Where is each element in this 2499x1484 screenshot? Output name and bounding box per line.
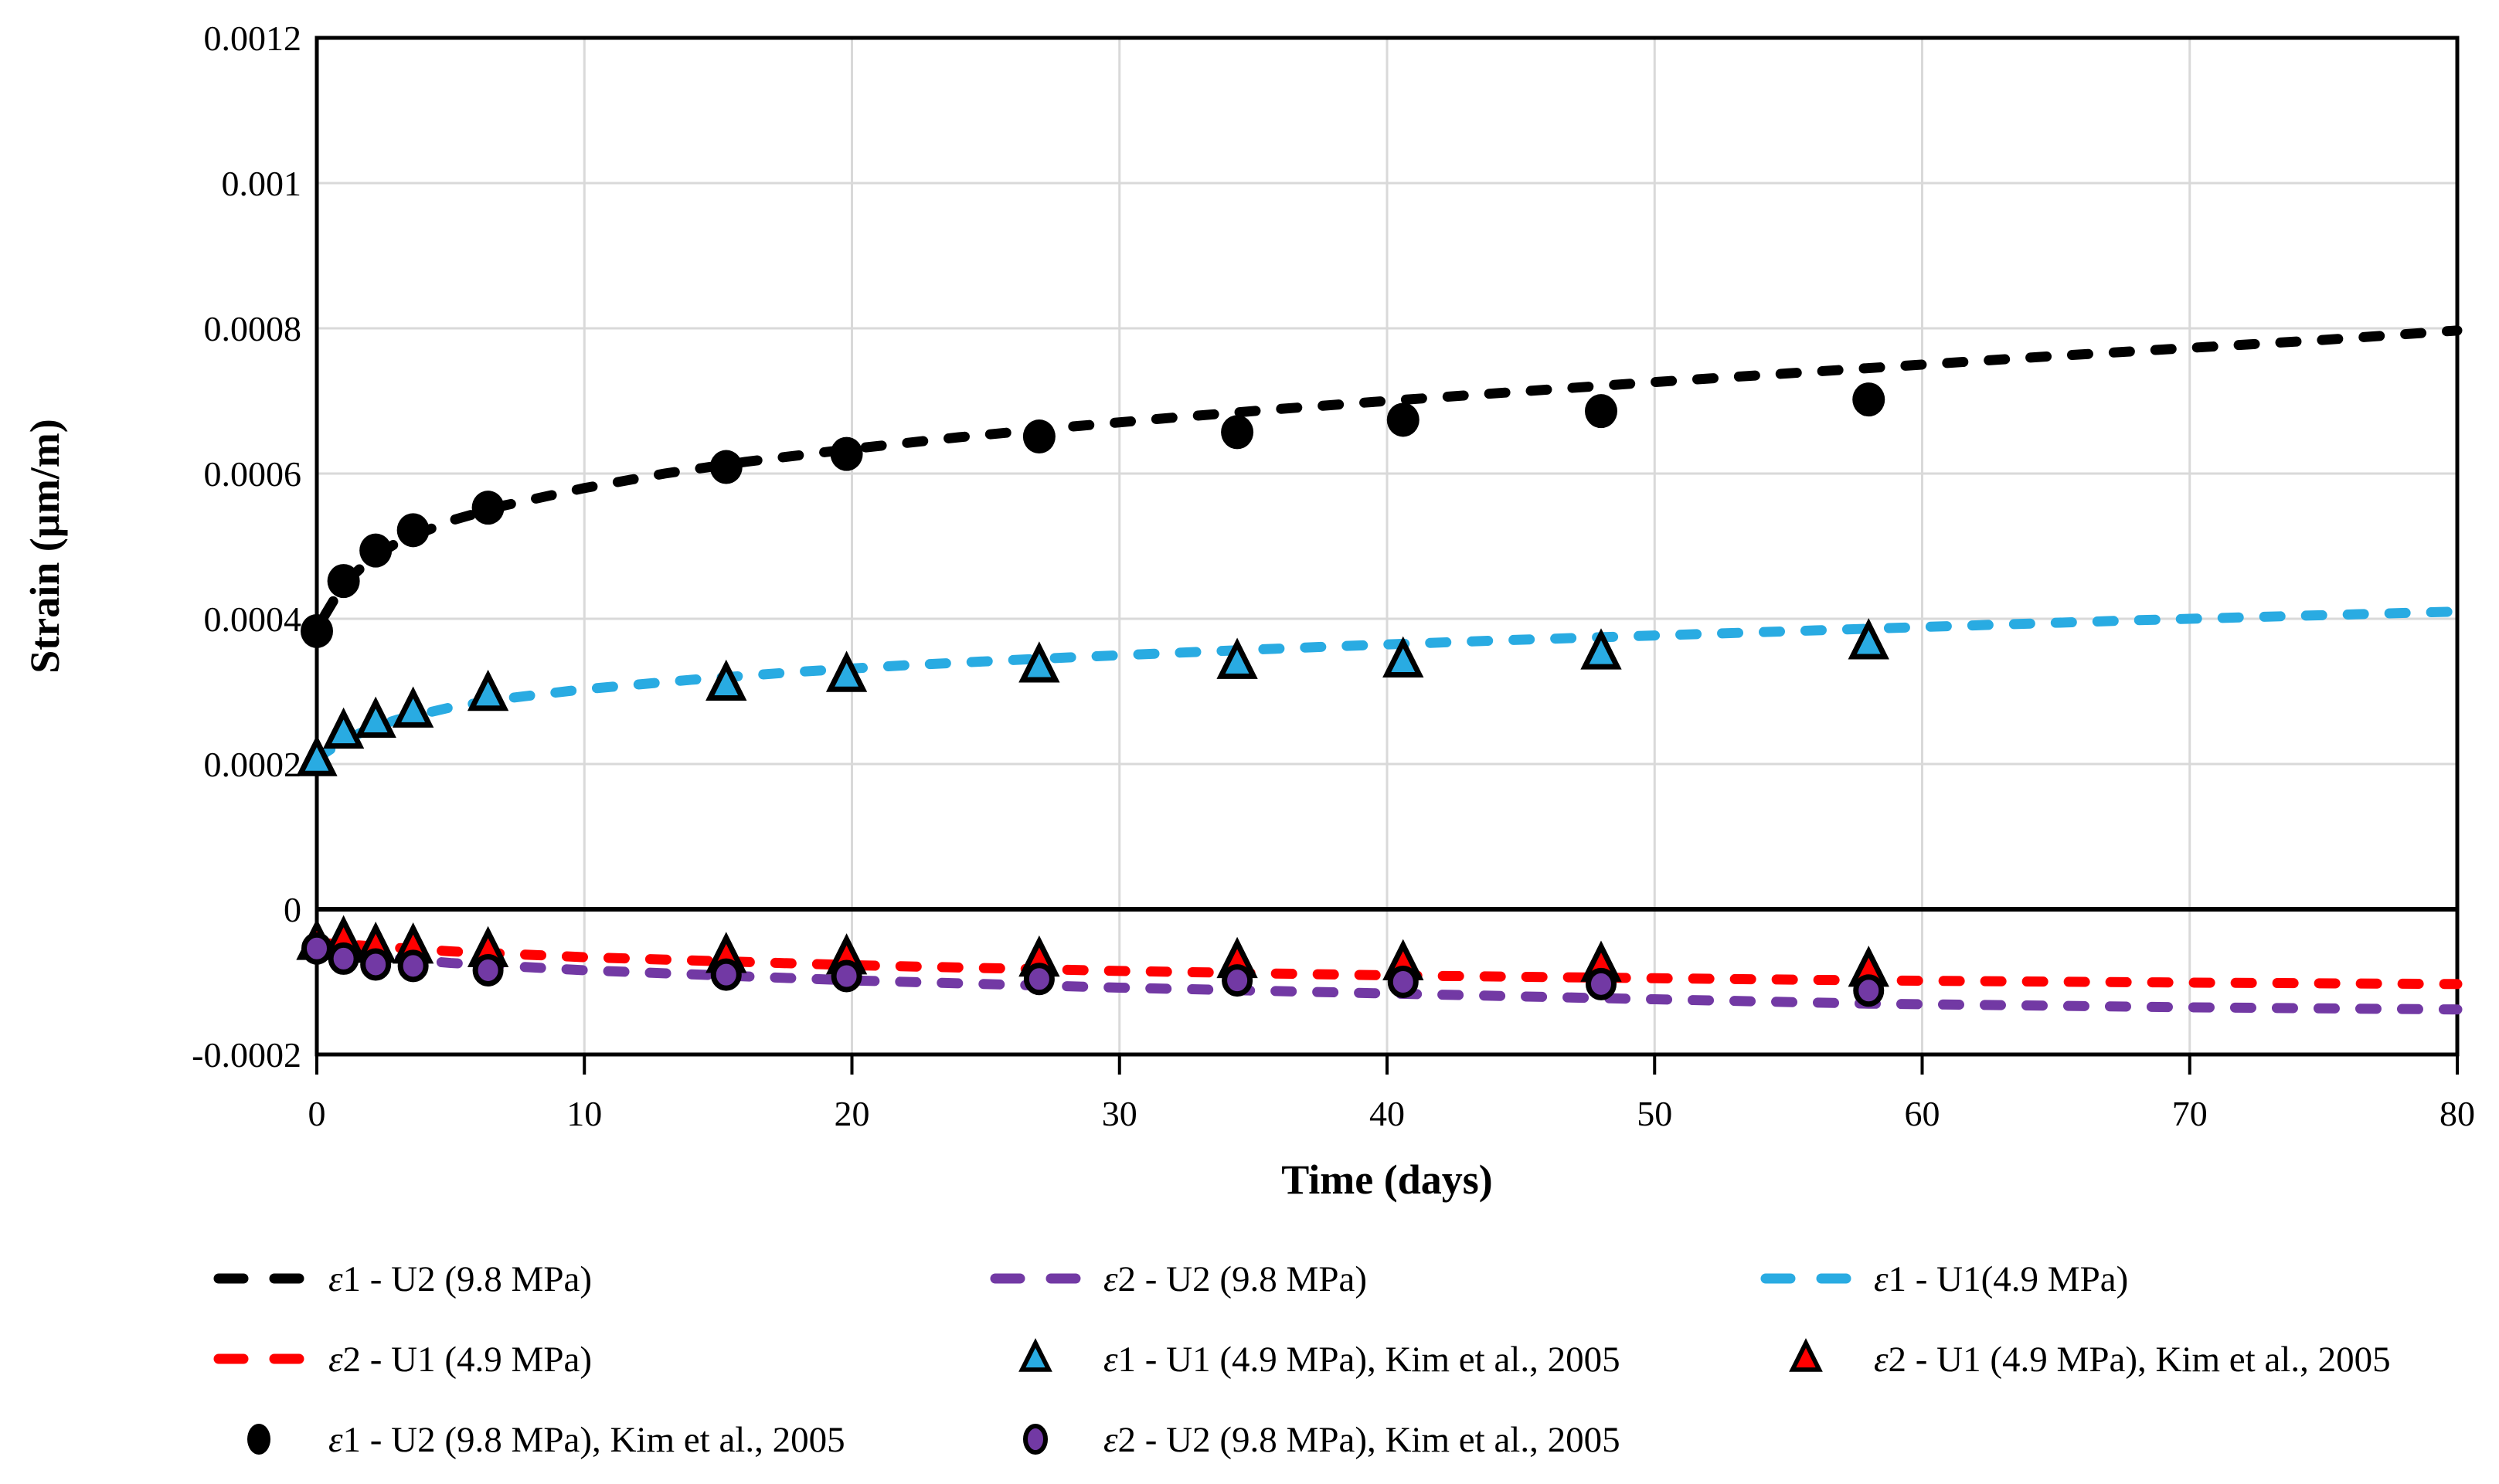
tick-labels: -0.000200.00020.00040.00060.00080.0010.0… [192,19,2475,1133]
y-tick-label: 0.001 [222,164,302,203]
legend-entry-pts_e1_u1_kim: ε1 - U1 (4.9 MPa), Kim et al., 2005 [1018,1338,1620,1380]
series-pts_e1_u2_kim [301,382,1885,648]
legend-entry-pts_e2_u1_kim: ε2 - U1 (4.9 MPa), Kim et al., 2005 [1789,1338,2391,1380]
y-tick-label: 0.0004 [204,599,302,639]
x-tick-label: 70 [2172,1094,2208,1133]
x-tick-label: 0 [308,1094,326,1133]
x-tick-label: 30 [1102,1094,1137,1133]
legend-entry-pts_e1_u2_kim: ε1 - U2 (9.8 MPa), Kim et al., 2005 [247,1420,845,1460]
y-tick-label: 0.0002 [204,745,302,784]
legend: ε1 - U2 (9.8 MPa) ε2 - U2 (9.8 MPa) ε1 - U… [213,1259,2391,1460]
legend-label: ε1 - U2 (9.8 MPa), Kim et al., 2005 [328,1420,845,1460]
y-tick-label: 0.0008 [204,309,302,348]
legend-entry-pts_e2_u2_kim: ε2 - U2 (9.8 MPa), Kim et al., 2005 [1023,1420,1620,1460]
y-tick-label: -0.0002 [192,1035,301,1075]
legend-entry-line_e1_u1: ε1 - U1(4.9 MPa) [1760,1259,2128,1299]
y-tick-label: 0.0006 [204,454,302,494]
legend-entry-line_e2_u1: ε2 - U1 (4.9 MPa) [213,1340,592,1380]
series-line_e1_u2 [319,325,2463,620]
legend-label: ε2 - U1 (4.9 MPa) [328,1340,592,1380]
x-tick-label: 10 [566,1094,602,1133]
gridlines [317,38,2457,1054]
x-tick-label: 60 [1905,1094,1940,1133]
y-tick-label: 0.0012 [204,19,302,58]
x-tick-label: 40 [1369,1094,1405,1133]
y-tick-label: 0 [284,890,301,929]
series-line_e2_u2 [311,946,2463,1015]
x-tick-label: 50 [1637,1094,1672,1133]
x-tick-marks [315,1054,2459,1075]
legend-label: ε1 - U1 (4.9 MPa), Kim et al., 2005 [1103,1340,1620,1380]
legend-label: ε1 - U1(4.9 MPa) [1874,1259,2128,1299]
series-pts_e2_u2_kim [301,932,1885,1007]
y-axis-title: Strain (µm/m) [22,419,68,674]
x-tick-label: 20 [835,1094,870,1133]
x-tick-label: 80 [2440,1094,2475,1133]
legend-label: ε1 - U2 (9.8 MPa) [328,1259,592,1299]
legend-entry-line_e1_u2: ε1 - U2 (9.8 MPa) [213,1259,592,1299]
legend-entry-line_e2_u2: ε2 - U2 (9.8 MPa) [990,1259,1367,1299]
legend-label: ε2 - U2 (9.8 MPa) [1103,1259,1367,1299]
legend-label: ε2 - U2 (9.8 MPa), Kim et al., 2005 [1103,1420,1620,1460]
legend-label: ε2 - U1 (4.9 MPa), Kim et al., 2005 [1874,1340,2391,1380]
series-pts_e1_u1_kim [296,618,1889,776]
x-axis-title: Time (days) [1281,1156,1493,1203]
